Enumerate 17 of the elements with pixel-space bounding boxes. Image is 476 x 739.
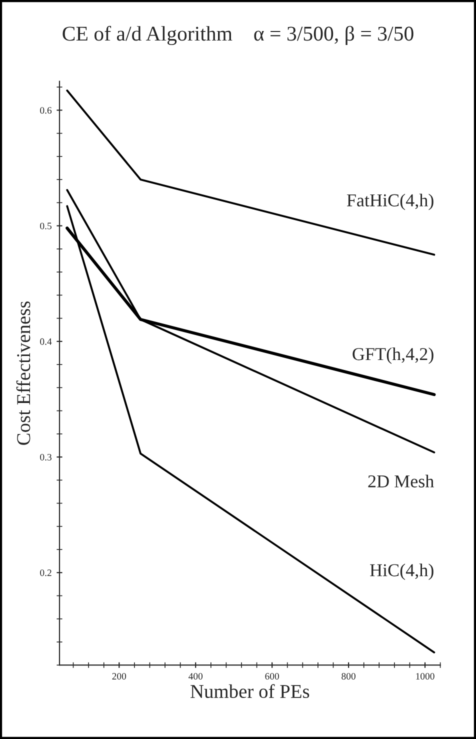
series-label: GFT(h,4,2) [352,348,434,364]
series-label: HiC(4,h) [370,564,434,580]
y-tick-label: 0.3 [40,454,52,461]
x-tick-label: 1000 [416,673,434,680]
chart-title: CE of a/d Algorithm α = 3/500, β = 3/50 [62,26,414,46]
series-label: FatHiC(4,h) [346,194,434,210]
y-tick-label: 0.2 [40,570,52,576]
y-axis-title: Cost Effectiveness [16,301,30,445]
y-tick-label: 0.4 [40,338,52,345]
y-tick-label: 0.6 [40,107,52,114]
y-tick-label: 0.5 [40,222,52,230]
series-label: 2D Mesh [368,474,434,488]
x-tick-label: 200 [112,673,126,680]
x-tick-label: 400 [188,673,203,680]
x-axis-title: Number of PEs [190,684,310,698]
x-tick-label: 600 [265,673,279,680]
x-tick-label: 800 [342,673,356,680]
